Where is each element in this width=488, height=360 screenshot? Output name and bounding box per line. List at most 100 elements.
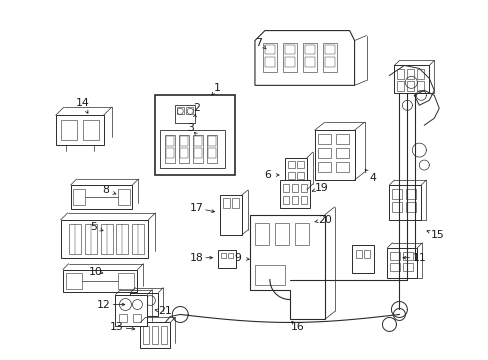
Text: 10: 10 bbox=[88, 267, 102, 276]
Bar bbox=[389, 263, 400, 271]
Text: 2: 2 bbox=[192, 103, 199, 113]
Bar bbox=[71, 185, 132, 209]
Bar bbox=[304, 45, 314, 54]
Bar bbox=[407, 69, 413, 80]
Bar bbox=[322, 42, 336, 72]
Bar bbox=[115, 294, 147, 327]
Bar bbox=[304, 58, 314, 67]
Bar bbox=[118, 189, 130, 205]
Bar bbox=[166, 148, 174, 158]
Bar bbox=[220, 195, 242, 235]
Text: 8: 8 bbox=[102, 185, 109, 195]
Bar bbox=[140, 323, 170, 348]
Bar bbox=[65, 273, 81, 289]
Bar bbox=[335, 134, 348, 144]
Bar bbox=[264, 45, 274, 54]
Bar bbox=[287, 161, 294, 168]
Bar bbox=[416, 81, 424, 91]
Bar bbox=[133, 315, 141, 323]
Bar bbox=[282, 42, 296, 72]
Bar bbox=[101, 224, 112, 254]
Text: 16: 16 bbox=[290, 323, 304, 332]
Bar bbox=[118, 273, 134, 289]
Bar bbox=[68, 224, 81, 254]
Bar bbox=[314, 130, 354, 180]
Bar bbox=[116, 224, 128, 254]
Bar bbox=[403, 252, 412, 260]
Text: 7: 7 bbox=[255, 37, 262, 48]
Bar bbox=[363, 250, 369, 258]
Bar bbox=[351, 245, 373, 273]
Text: 18: 18 bbox=[189, 253, 203, 263]
Text: 20: 20 bbox=[317, 215, 331, 225]
Bar bbox=[416, 69, 424, 80]
Bar bbox=[161, 327, 167, 345]
Bar bbox=[291, 184, 297, 192]
Bar bbox=[274, 223, 288, 245]
Bar bbox=[119, 315, 127, 323]
Bar bbox=[335, 148, 348, 158]
Bar bbox=[324, 45, 334, 54]
Text: 1: 1 bbox=[213, 84, 220, 93]
Bar bbox=[282, 184, 288, 192]
Bar bbox=[324, 58, 334, 67]
Text: 11: 11 bbox=[411, 253, 426, 263]
Bar bbox=[279, 215, 307, 237]
Bar bbox=[263, 42, 276, 72]
Bar bbox=[285, 45, 294, 54]
Bar bbox=[227, 253, 233, 258]
Bar bbox=[282, 219, 288, 233]
Text: 12: 12 bbox=[97, 300, 110, 310]
Text: 3: 3 bbox=[186, 123, 193, 133]
Bar bbox=[208, 148, 216, 158]
Text: 14: 14 bbox=[76, 98, 89, 108]
Bar bbox=[177, 107, 184, 114]
Bar bbox=[180, 148, 188, 158]
Text: 5: 5 bbox=[90, 222, 97, 232]
Bar bbox=[386, 248, 416, 278]
Bar bbox=[166, 136, 174, 146]
Bar bbox=[389, 252, 400, 260]
Bar bbox=[407, 81, 413, 91]
Bar bbox=[300, 196, 306, 204]
Bar bbox=[317, 148, 330, 158]
Bar bbox=[194, 148, 202, 158]
Bar bbox=[282, 196, 288, 204]
Text: 17: 17 bbox=[189, 203, 203, 213]
Bar bbox=[406, 202, 415, 212]
Bar bbox=[254, 223, 268, 245]
Bar bbox=[194, 136, 202, 146]
Bar bbox=[285, 58, 294, 67]
Bar bbox=[291, 196, 297, 204]
Bar bbox=[82, 120, 99, 140]
Text: 4: 4 bbox=[368, 173, 375, 183]
Bar bbox=[175, 105, 195, 123]
Bar bbox=[264, 58, 274, 67]
Text: 21: 21 bbox=[158, 306, 172, 316]
Text: 9: 9 bbox=[234, 253, 241, 263]
Bar bbox=[397, 69, 404, 80]
Bar bbox=[179, 135, 189, 163]
Bar bbox=[132, 224, 144, 254]
Bar bbox=[180, 136, 188, 146]
Bar bbox=[355, 250, 361, 258]
Bar bbox=[232, 198, 239, 208]
Bar bbox=[84, 224, 96, 254]
Bar bbox=[223, 198, 229, 208]
Bar bbox=[300, 184, 306, 192]
Bar bbox=[186, 107, 193, 114]
Bar bbox=[317, 162, 330, 172]
Bar bbox=[294, 223, 308, 245]
Bar bbox=[155, 95, 235, 175]
Bar bbox=[165, 135, 175, 163]
Bar bbox=[335, 162, 348, 172]
Text: 6: 6 bbox=[264, 170, 271, 180]
Bar bbox=[152, 327, 158, 345]
Bar bbox=[218, 250, 236, 268]
Bar bbox=[62, 270, 137, 292]
Bar bbox=[207, 135, 217, 163]
Polygon shape bbox=[249, 215, 324, 319]
Bar bbox=[73, 189, 84, 205]
Bar bbox=[279, 180, 309, 208]
Bar bbox=[61, 120, 77, 140]
